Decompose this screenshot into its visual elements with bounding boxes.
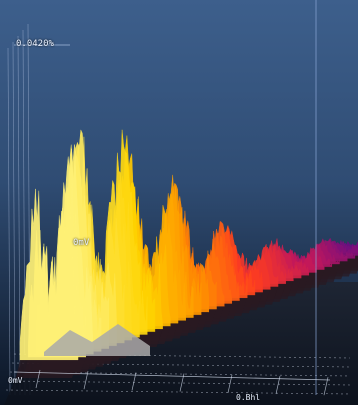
z-max-label: 0.0420% (16, 39, 54, 49)
axes (13, 0, 331, 396)
x-axis-line (13, 371, 331, 381)
floor-grid-line (5, 389, 351, 395)
x-axis-tick (323, 377, 329, 396)
x-axis-tick (179, 373, 185, 392)
slice-shadow (16, 360, 78, 378)
back-grid-line (17, 35, 21, 396)
x-axis-tick (83, 371, 89, 390)
back-grid-line (7, 47, 11, 396)
x-axis-tick (275, 375, 281, 395)
x-axis-tick (227, 374, 233, 393)
spectrum-slice (19, 188, 79, 361)
spectrum-slices (16, 128, 358, 378)
x-axis-tick (131, 372, 137, 391)
back-grid-line (12, 41, 16, 396)
x-axis-label: 0.Bhl (236, 393, 261, 402)
x-axis-tick (35, 369, 41, 389)
floor-highlight (44, 324, 150, 356)
z-baseline-label: 0mV (73, 238, 90, 248)
floor-origin-label: 0mV (8, 376, 23, 385)
floor-grid-line (7, 380, 351, 386)
